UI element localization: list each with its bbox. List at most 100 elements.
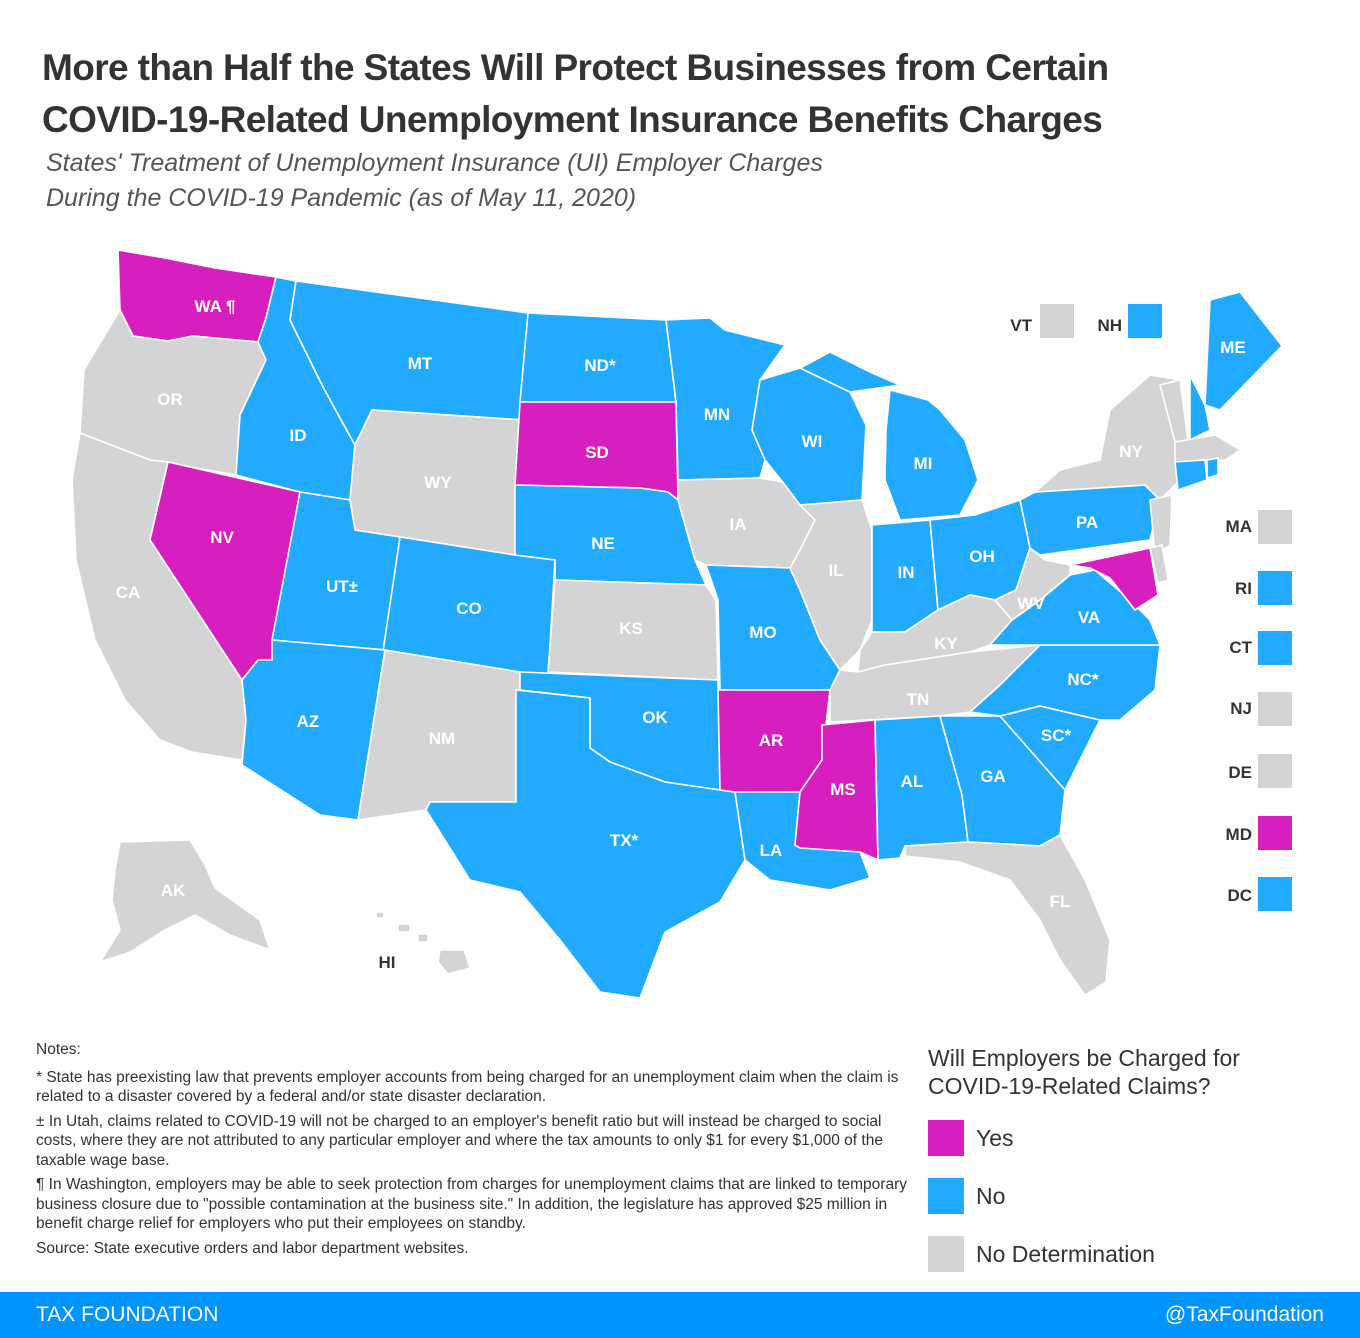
legend-label-none: No Determination bbox=[976, 1240, 1155, 1267]
title-line-1: More than Half the States Will Protect B… bbox=[42, 47, 1109, 88]
callout-swatch-nh bbox=[1128, 304, 1162, 338]
footer-brand: TAX FOUNDATION bbox=[36, 1303, 219, 1326]
callout-swatch-dc bbox=[1258, 877, 1292, 911]
callout-label-vt: VT bbox=[1010, 316, 1032, 335]
label-tn: TN bbox=[907, 690, 930, 709]
callout-swatch-md bbox=[1258, 816, 1292, 850]
label-or: OR bbox=[157, 390, 183, 409]
label-ar: AR bbox=[759, 731, 784, 750]
legend-swatch-none bbox=[928, 1236, 964, 1272]
callout-label-nj: NJ bbox=[1230, 699, 1252, 718]
callout-label-ct: CT bbox=[1229, 638, 1252, 657]
label-mt: MT bbox=[408, 354, 433, 373]
label-id: ID bbox=[290, 426, 307, 445]
callout-swatch-vt bbox=[1040, 304, 1074, 338]
label-ky: KY bbox=[934, 634, 958, 653]
state-fl bbox=[904, 833, 1111, 997]
notes-section: Notes: * State has preexisting law that … bbox=[36, 1040, 916, 1263]
label-ga: GA bbox=[980, 767, 1006, 786]
state-ri-shape bbox=[1206, 457, 1219, 480]
footer-twitter-handle[interactable]: @TaxFoundation bbox=[1164, 1303, 1324, 1326]
notes-heading: Notes: bbox=[36, 1041, 81, 1058]
note-pilcrow: ¶ In Washington, employers may be able t… bbox=[36, 1176, 907, 1232]
label-az: AZ bbox=[297, 712, 320, 731]
label-ne: NE bbox=[591, 534, 615, 553]
state-ks bbox=[547, 579, 719, 681]
legend-item-no: No bbox=[928, 1176, 1338, 1216]
legend-label-no: No bbox=[976, 1182, 1006, 1209]
label-nv: NV bbox=[210, 528, 234, 547]
label-sd: SD bbox=[585, 443, 609, 462]
state-il bbox=[789, 499, 873, 672]
callout-label-dc: DC bbox=[1227, 886, 1252, 905]
state-mi bbox=[798, 351, 979, 521]
subtitle-line-1: States' Treatment of Unemployment Insura… bbox=[46, 149, 823, 177]
callout-label-de: DE bbox=[1228, 763, 1252, 782]
callout-swatch-ma bbox=[1258, 510, 1292, 544]
label-la: LA bbox=[760, 841, 783, 860]
state-wa bbox=[117, 249, 277, 343]
state-nh-shape bbox=[1189, 374, 1211, 442]
note-star: * State has preexisting law that prevent… bbox=[36, 1068, 899, 1106]
label-hi: HI bbox=[379, 953, 396, 972]
label-ca: CA bbox=[116, 583, 141, 602]
legend-title-line-2: COVID-19-Related Claims? bbox=[928, 1073, 1211, 1099]
state-ne bbox=[514, 484, 708, 586]
label-al: AL bbox=[901, 772, 924, 791]
callout-swatch-de bbox=[1258, 754, 1292, 788]
label-ia: IA bbox=[730, 515, 747, 534]
callout-swatch-ri bbox=[1258, 571, 1292, 605]
state-ak bbox=[98, 839, 272, 964]
label-mo: MO bbox=[749, 623, 776, 642]
chart-title: More than Half the States Will Protect B… bbox=[42, 42, 1332, 146]
label-in: IN bbox=[898, 563, 915, 582]
label-ut: UT± bbox=[326, 577, 358, 596]
us-map: WA ¶ OR CA NV ID MT WY UT± AZ CO NM ND* … bbox=[0, 240, 1360, 1040]
label-oh: OH bbox=[969, 547, 995, 566]
label-ok: OK bbox=[642, 708, 668, 727]
label-wi: WI bbox=[802, 432, 823, 451]
callout-label-nh: NH bbox=[1097, 316, 1122, 335]
label-ny: NY bbox=[1119, 442, 1143, 461]
state-nc bbox=[968, 644, 1161, 721]
callout-swatch-ct bbox=[1258, 631, 1292, 665]
state-de-shape bbox=[1149, 544, 1169, 585]
legend: Will Employers be Charged for COVID-19-R… bbox=[928, 1044, 1338, 1274]
legend-title-line-1: Will Employers be Charged for bbox=[928, 1045, 1240, 1071]
state-nj-shape bbox=[1149, 493, 1173, 557]
state-tx bbox=[425, 689, 746, 999]
label-nc: NC* bbox=[1067, 670, 1099, 689]
note-source: Source: State executive orders and labor… bbox=[36, 1239, 469, 1257]
label-me: ME bbox=[1220, 338, 1246, 357]
state-ct-shape bbox=[1174, 459, 1208, 492]
label-pa: PA bbox=[1076, 513, 1098, 532]
label-wa: WA ¶ bbox=[195, 297, 236, 316]
chart-subtitle: States' Treatment of Unemployment Insura… bbox=[46, 146, 946, 216]
label-ks: KS bbox=[619, 619, 643, 638]
callout-label-ri: RI bbox=[1235, 579, 1252, 598]
legend-swatch-yes bbox=[928, 1120, 964, 1156]
label-wy: WY bbox=[424, 473, 452, 492]
legend-swatch-no bbox=[928, 1178, 964, 1214]
legend-item-yes: Yes bbox=[928, 1118, 1338, 1158]
label-ak: AK bbox=[161, 881, 186, 900]
title-line-2: COVID-19-Related Unemployment Insurance … bbox=[42, 99, 1103, 140]
label-co: CO bbox=[456, 599, 482, 618]
label-nd: ND* bbox=[584, 356, 616, 375]
footer-bar: TAX FOUNDATION @TaxFoundation bbox=[0, 1292, 1360, 1338]
legend-item-none: No Determination bbox=[928, 1234, 1338, 1274]
state-me bbox=[1204, 291, 1284, 411]
label-il: IL bbox=[828, 561, 843, 580]
label-nm: NM bbox=[429, 729, 455, 748]
label-ms: MS bbox=[830, 780, 856, 799]
label-fl: FL bbox=[1050, 892, 1071, 911]
callout-label-ma: MA bbox=[1226, 517, 1252, 536]
label-wv: WV bbox=[1017, 594, 1045, 613]
legend-label-yes: Yes bbox=[976, 1124, 1014, 1151]
label-tx: TX* bbox=[610, 831, 639, 850]
label-mn: MN bbox=[704, 405, 730, 424]
label-sc: SC* bbox=[1041, 726, 1072, 745]
state-ma-shape bbox=[1174, 434, 1242, 463]
note-plusminus: ± In Utah, claims related to COVID-19 wi… bbox=[36, 1112, 883, 1169]
callout-label-md: MD bbox=[1226, 825, 1252, 844]
